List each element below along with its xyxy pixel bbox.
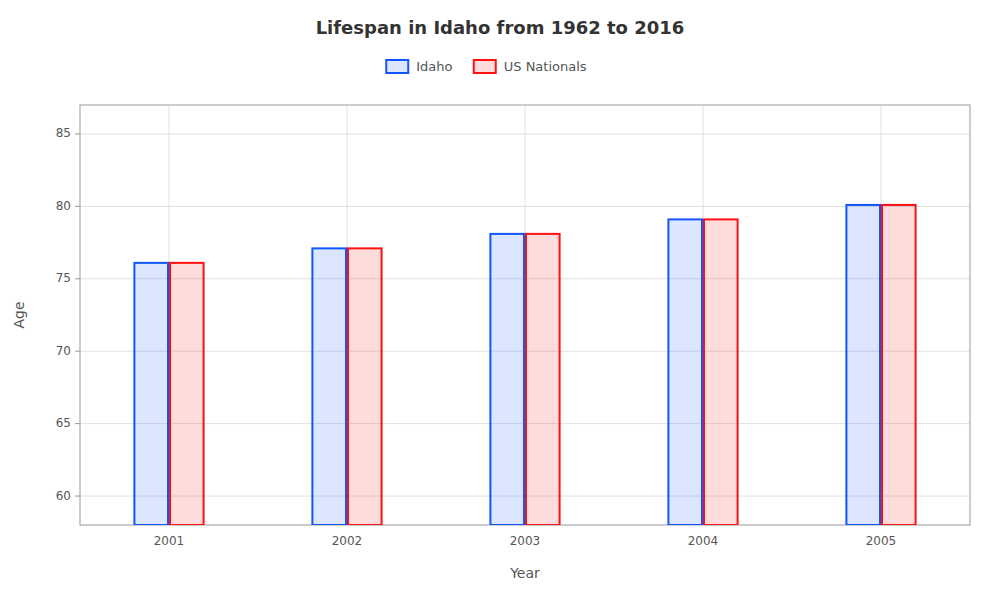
bar — [704, 219, 738, 525]
legend-label: US Nationals — [504, 59, 587, 74]
bar — [490, 234, 524, 525]
y-tick-label: 65 — [56, 416, 71, 430]
page: {"chart_data": {"type": "bar", "title": … — [0, 0, 1000, 600]
bar — [134, 263, 168, 525]
y-tick — [75, 206, 80, 207]
y-tick — [75, 423, 80, 424]
bar — [348, 248, 382, 525]
bar — [668, 219, 702, 525]
x-axis: 2001 2002 2003 2004 2005 — [154, 534, 897, 548]
bar — [882, 205, 916, 525]
y-tick-label: 85 — [56, 126, 71, 140]
y-tick — [75, 496, 80, 497]
bars — [134, 205, 915, 525]
bar — [846, 205, 880, 525]
y-tick — [75, 133, 80, 134]
bar — [312, 248, 346, 525]
y-axis-label: Age — [11, 301, 27, 328]
y-tick-label: 70 — [56, 344, 71, 358]
legend-swatch — [386, 60, 408, 73]
chart-container: 60 65 70 75 80 85 2001 2002 2003 2004 2005 Lifespan… — [0, 0, 1000, 600]
chart-svg: 60 65 70 75 80 85 2001 2002 2003 2004 2005 Lifespan… — [0, 0, 1000, 600]
x-tick-label: 2001 — [154, 534, 185, 548]
legend: Idaho US Nationals — [386, 59, 587, 74]
title: Lifespan in Idaho from 1962 to 2016 — [316, 17, 685, 38]
y-tick — [75, 351, 80, 352]
y-axis: 60 65 70 75 80 85 — [56, 126, 80, 502]
plot-frame — [80, 105, 970, 525]
bar — [526, 234, 560, 525]
y-tick-label: 80 — [56, 199, 71, 213]
grid — [80, 105, 970, 525]
y-tick-label: 75 — [56, 271, 71, 285]
legend-swatch — [474, 60, 496, 73]
x-tick-label: 2005 — [866, 534, 897, 548]
y-tick — [75, 278, 80, 279]
legend-label: Idaho — [416, 59, 452, 74]
x-tick-label: 2003 — [510, 534, 541, 548]
y-tick-label: 60 — [56, 489, 71, 503]
x-tick-label: 2004 — [688, 534, 719, 548]
x-axis-label: Year — [509, 565, 540, 581]
x-tick-label: 2002 — [332, 534, 363, 548]
bar — [170, 263, 204, 525]
